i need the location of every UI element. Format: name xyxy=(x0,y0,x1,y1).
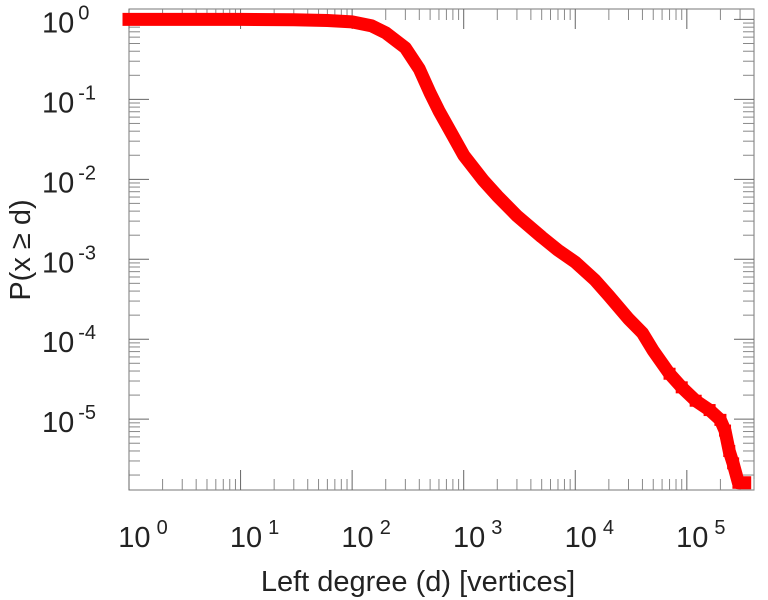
plot-area-frame xyxy=(128,8,755,491)
x-tick-label: 10 2 xyxy=(341,517,390,554)
series-layer xyxy=(122,12,752,490)
series-point xyxy=(727,457,740,470)
series-point xyxy=(689,394,702,407)
series-point xyxy=(703,404,716,417)
y-tick-label: 10 0 xyxy=(42,2,89,39)
x-tick-label: 10 3 xyxy=(453,517,502,554)
major-ticks xyxy=(128,9,754,490)
y-axis-title: P(x ≥ d) xyxy=(5,199,37,300)
x-tick-label: 10 5 xyxy=(676,517,725,554)
series-point xyxy=(663,367,676,380)
x-tick-label: 10 1 xyxy=(230,517,279,554)
series-point xyxy=(675,381,688,394)
x-tick-labels: 10 0 10 1 10 2 10 3 10 4 10 5 xyxy=(118,517,725,554)
x-tick-label: 10 0 xyxy=(118,517,167,554)
y-tick-label: 10 -2 xyxy=(42,162,96,199)
y-tick-label: 10 -1 xyxy=(42,82,96,119)
series-point xyxy=(719,424,732,437)
series-point xyxy=(723,444,736,457)
series-line xyxy=(122,12,752,490)
minor-ticks xyxy=(129,9,755,490)
y-tick-label: 10 -5 xyxy=(42,402,96,439)
y-tick-label: 10 -4 xyxy=(42,322,96,359)
y-tick-label: 10 -3 xyxy=(42,242,96,279)
x-tick-label: 10 4 xyxy=(565,517,614,554)
series-point xyxy=(714,413,727,426)
series-point xyxy=(738,476,751,489)
x-axis-title: Left degree (d) [vertices] xyxy=(261,566,575,598)
